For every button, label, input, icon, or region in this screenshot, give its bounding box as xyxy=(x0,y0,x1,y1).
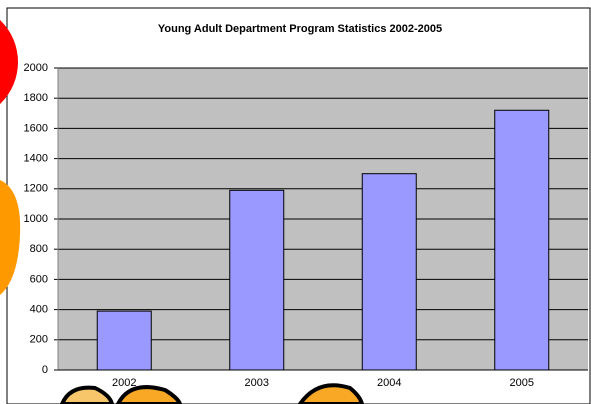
y-tick-label: 400 xyxy=(30,304,48,316)
y-tick-label: 800 xyxy=(30,243,48,255)
bar xyxy=(361,173,417,371)
y-tick-label: 2000 xyxy=(24,62,48,74)
decoration-orange-shape xyxy=(0,180,21,295)
x-tick-label: 2003 xyxy=(245,377,269,389)
bar xyxy=(229,189,285,371)
decoration-cartoon xyxy=(59,383,365,404)
y-tick-label: 200 xyxy=(30,334,48,346)
y-tick-label: 0 xyxy=(42,364,48,376)
x-tick-label: 2004 xyxy=(377,377,401,389)
y-tick-label: 1200 xyxy=(24,183,48,195)
decoration-red-circle xyxy=(0,20,18,104)
y-tick-label: 600 xyxy=(30,273,48,285)
bar xyxy=(494,109,550,371)
y-tick-label: 1600 xyxy=(24,122,48,134)
chart-title: Young Adult Department Program Statistic… xyxy=(158,23,442,35)
bar xyxy=(96,310,152,371)
x-tick-label: 2002 xyxy=(112,377,136,389)
y-tick-label: 1800 xyxy=(24,92,48,104)
y-tick-label: 1000 xyxy=(24,213,48,225)
y-tick-label: 1400 xyxy=(24,153,48,165)
x-tick-label: 2005 xyxy=(510,377,534,389)
